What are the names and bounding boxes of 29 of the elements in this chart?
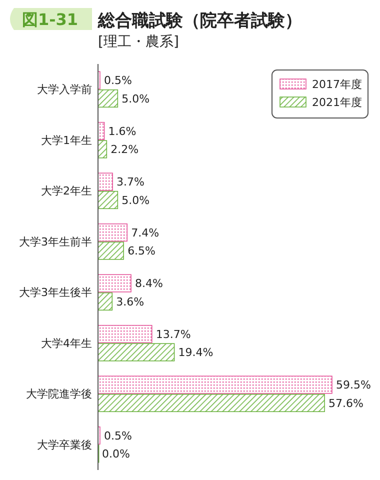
data-label: 0.5% bbox=[104, 74, 132, 88]
chart-title: 総合職試験（院卒者試験） bbox=[97, 11, 302, 31]
data-label: 59.5% bbox=[336, 378, 371, 392]
data-label: 19.4% bbox=[178, 346, 214, 360]
data-label: 1.6% bbox=[108, 124, 136, 138]
y-tick-label: 大学卒業後 bbox=[37, 438, 92, 452]
data-label: 7.4% bbox=[131, 226, 160, 240]
chart-subtitle: [理工・農系] bbox=[98, 34, 179, 50]
data-label: 6.5% bbox=[128, 244, 156, 258]
y-tick-label: 大学3年生後半 bbox=[19, 286, 92, 300]
legend-label: 2021年度 bbox=[312, 96, 362, 109]
y-tick-label: 大学4年生 bbox=[41, 336, 92, 350]
data-label: 13.7% bbox=[156, 328, 191, 341]
data-label: 0.0% bbox=[102, 448, 130, 461]
y-tick-label: 大学入学前 bbox=[37, 83, 92, 96]
data-label: 5.0% bbox=[122, 92, 150, 106]
data-label: 5.0% bbox=[122, 194, 150, 207]
data-label: 3.6% bbox=[116, 295, 144, 308]
y-tick-label: 大学2年生 bbox=[41, 184, 92, 198]
y-tick-label: 大学院進学後 bbox=[26, 388, 92, 401]
data-label: 2.2% bbox=[110, 143, 139, 156]
caption: 図1-31 bbox=[22, 10, 78, 29]
legend-label: 2017年度 bbox=[312, 78, 362, 91]
y-tick-label: 大学1年生 bbox=[41, 134, 92, 147]
data-label: 57.6% bbox=[328, 396, 364, 410]
data-label: 3.7% bbox=[116, 176, 145, 189]
data-label: 8.4% bbox=[135, 277, 163, 290]
y-tick-label: 大学3年生前半 bbox=[19, 235, 92, 248]
data-label: 0.5% bbox=[104, 429, 132, 442]
